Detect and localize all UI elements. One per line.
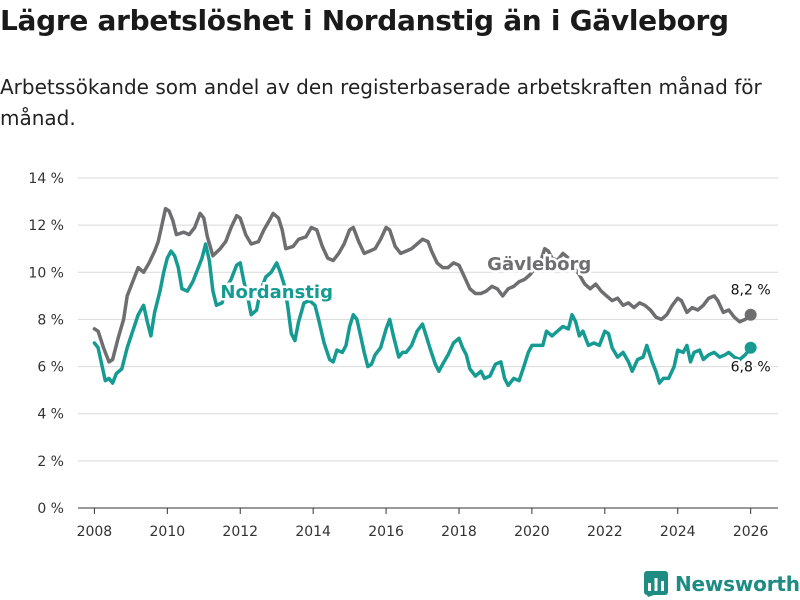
series-line-gavleborg — [92, 206, 753, 364]
chart-subtitle: Arbetssökande som andel av den registerb… — [0, 75, 762, 130]
x-tick-label: 2016 — [368, 524, 404, 540]
x-tick-label: 2020 — [514, 524, 550, 540]
y-tick-label: 8 % — [37, 312, 64, 328]
x-tick-label: 2010 — [150, 524, 186, 540]
end-value-label: 8,2 % — [731, 283, 771, 299]
series-labels: 8,2 % 6,8 % Gävleborg Nordanstig — [218, 251, 773, 377]
y-tick-label: 14 % — [28, 171, 64, 187]
series-line-nordanstig — [92, 242, 753, 388]
y-tick-label: 4 % — [37, 407, 64, 423]
newsworthy-logo: Newsworthy — [644, 568, 800, 600]
x-tick-label: 2014 — [295, 524, 331, 540]
x-axis: 2008 2010 2012 2014 2016 2018 2020 2022 2024 2026 — [77, 508, 769, 540]
x-tick-label: 2026 — [733, 524, 769, 540]
x-tick-label: 2018 — [441, 524, 477, 540]
y-tick-label: 6 % — [37, 360, 64, 376]
end-value-label: 6,8 % — [731, 360, 771, 376]
y-tick-label: 12 % — [28, 218, 64, 234]
newsworthy-logo-icon — [644, 571, 668, 597]
y-tick-label: 2 % — [37, 454, 64, 470]
y-tick-label: 10 % — [28, 265, 64, 281]
series-name-label: Gävleborg — [487, 254, 591, 275]
y-tick-label: 0 % — [37, 501, 64, 517]
end-point-gavleborg — [744, 308, 757, 321]
x-tick-label: 2024 — [660, 524, 696, 540]
chart-title: Lägre arbetslöshet i Nordanstig än i Gäv… — [0, 4, 729, 37]
series-name-label: Nordanstig — [220, 282, 333, 303]
x-tick-label: 2008 — [77, 524, 113, 540]
y-axis: 0 % 2 % 4 % 6 % 8 % 10 % 12 % 14 % — [28, 171, 64, 517]
series-lines — [92, 206, 757, 388]
x-tick-label: 2022 — [587, 524, 623, 540]
x-tick-label: 2012 — [222, 524, 258, 540]
end-point-nordanstig — [744, 341, 757, 354]
brand-name: Newsworthy — [675, 572, 800, 596]
